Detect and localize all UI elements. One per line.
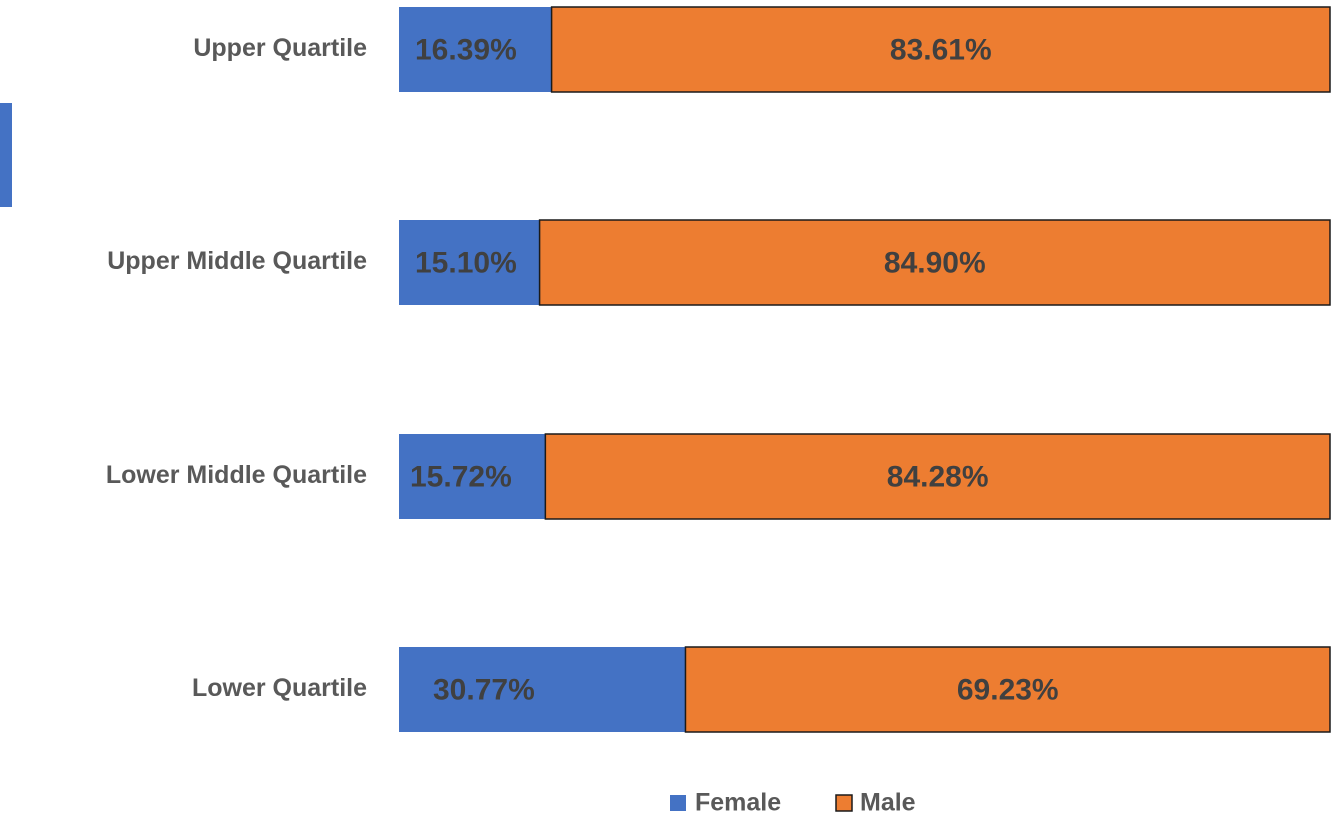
data-label-male: 69.23% <box>957 673 1059 706</box>
bar-female <box>399 647 686 732</box>
data-label-female: 15.10% <box>415 246 517 279</box>
data-label-female: 15.72% <box>410 460 512 493</box>
legend-label-female: Female <box>695 789 781 817</box>
bar-male <box>550 6 1331 93</box>
data-label-male: 84.90% <box>884 246 986 279</box>
category-label: Lower Quartile <box>192 674 367 702</box>
bar-male <box>684 646 1331 733</box>
data-label-male: 83.61% <box>890 33 992 66</box>
bar-male <box>544 433 1331 520</box>
legend-swatch-female <box>670 795 686 811</box>
legend-swatch-male <box>835 794 853 812</box>
legend-label-male: Male <box>860 789 916 817</box>
data-label-female: 16.39% <box>415 33 517 66</box>
bar-male <box>538 219 1331 306</box>
edge-accent <box>0 103 12 207</box>
category-label: Upper Middle Quartile <box>107 247 367 275</box>
bar-female <box>399 220 540 305</box>
category-label: Lower Middle Quartile <box>106 461 367 489</box>
legend: Female Male <box>670 789 916 817</box>
data-label-male: 84.28% <box>887 460 989 493</box>
data-label-female: 30.77% <box>433 673 535 706</box>
bar-female <box>399 7 552 92</box>
category-label: Upper Quartile <box>193 34 367 62</box>
bar-female <box>399 434 546 519</box>
plot-area: Upper Quartile 16.39% 83.61% Upper Middle Q… <box>106 6 1331 733</box>
